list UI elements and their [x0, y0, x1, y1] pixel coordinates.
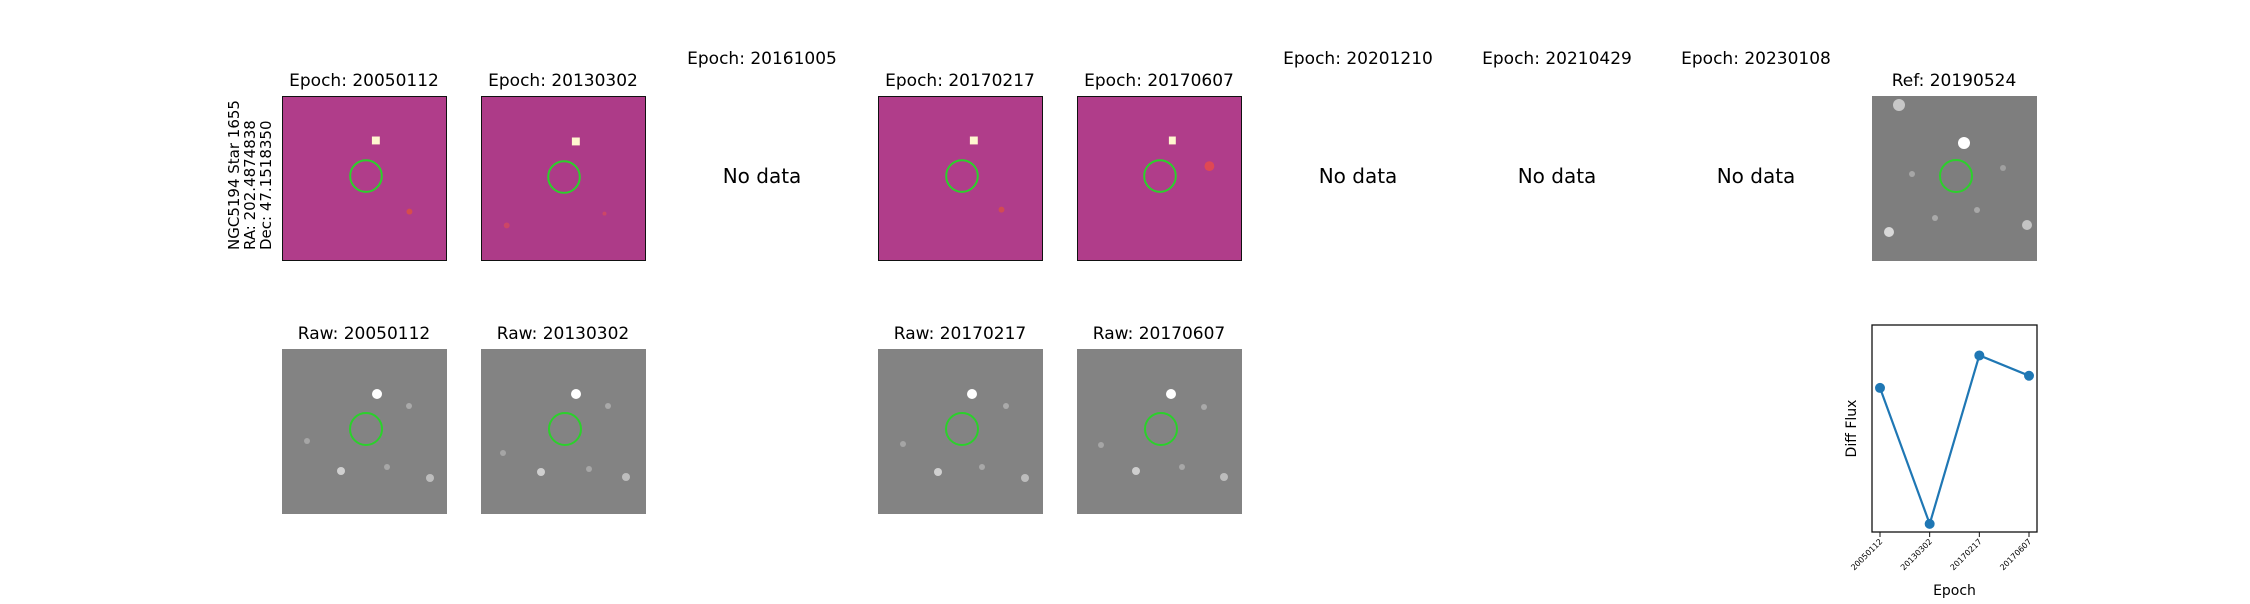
series-line — [1878, 353, 2030, 528]
raw-title-2: Raw: 20130302 — [496, 324, 630, 344]
raw-title-1: Raw: 20050112 — [297, 324, 431, 344]
row-label-dec: Dec: 47.1518350 — [257, 120, 275, 250]
diff-title-1: Epoch: 20050112 — [289, 71, 439, 91]
diff-title-8: Epoch: 20230108 — [1681, 49, 1831, 69]
x-axis-label: Epoch — [1933, 583, 1976, 599]
x-tick-label-2: 20130302 — [1899, 537, 1934, 572]
diff-image-1 — [282, 96, 447, 261]
raw-title-4: Raw: 20170607 — [1092, 324, 1226, 344]
diff-image-2 — [481, 96, 646, 261]
x-tick-label-4: 20170607 — [1998, 537, 2033, 572]
raw-image-3 — [878, 349, 1043, 514]
no-data-label-3: No data — [722, 164, 802, 188]
raw-image-4 — [1077, 349, 1242, 514]
data-point-3 — [1974, 350, 1985, 361]
row-label: NGC5194 Star 1655 RA: 202.4874838 Dec: 4… — [208, 100, 275, 265]
data-point-1 — [1875, 382, 1885, 393]
diff-title-2: Epoch: 20130302 — [488, 71, 638, 91]
diff-title-7: Epoch: 20210429 — [1482, 49, 1632, 69]
reference-title: Ref: 20190524 — [1891, 71, 2017, 91]
diff-title-4: Epoch: 20170217 — [885, 71, 1035, 91]
raw-image-2 — [481, 349, 646, 514]
x-tick-label-3: 20170217 — [1949, 537, 1984, 572]
no-data-label-8: No data — [1716, 164, 1796, 188]
no-data-label-7: No data — [1517, 164, 1597, 188]
diff-title-6: Epoch: 20201210 — [1283, 49, 1433, 69]
plot-frame — [1871, 324, 2038, 533]
light-curve-chart: 20050112 20130302 20170217 20170607 Epoch D… — [1838, 320, 2178, 600]
x-tick-label-1: 20050112 — [1849, 537, 1884, 572]
data-point-4 — [2024, 370, 2034, 381]
diff-title-3: Epoch: 20161005 — [687, 49, 837, 69]
y-axis-label: Diff Flux — [1844, 400, 1860, 458]
diff-image-4 — [878, 96, 1043, 261]
data-point-2 — [1924, 518, 1935, 529]
diff-image-5 — [1077, 96, 1242, 261]
diff-title-5: Epoch: 20170607 — [1084, 71, 1234, 91]
raw-image-1 — [282, 349, 447, 514]
raw-title-3: Raw: 20170217 — [893, 324, 1027, 344]
no-data-label-6: No data — [1318, 164, 1398, 188]
reference-image — [1872, 96, 2037, 261]
